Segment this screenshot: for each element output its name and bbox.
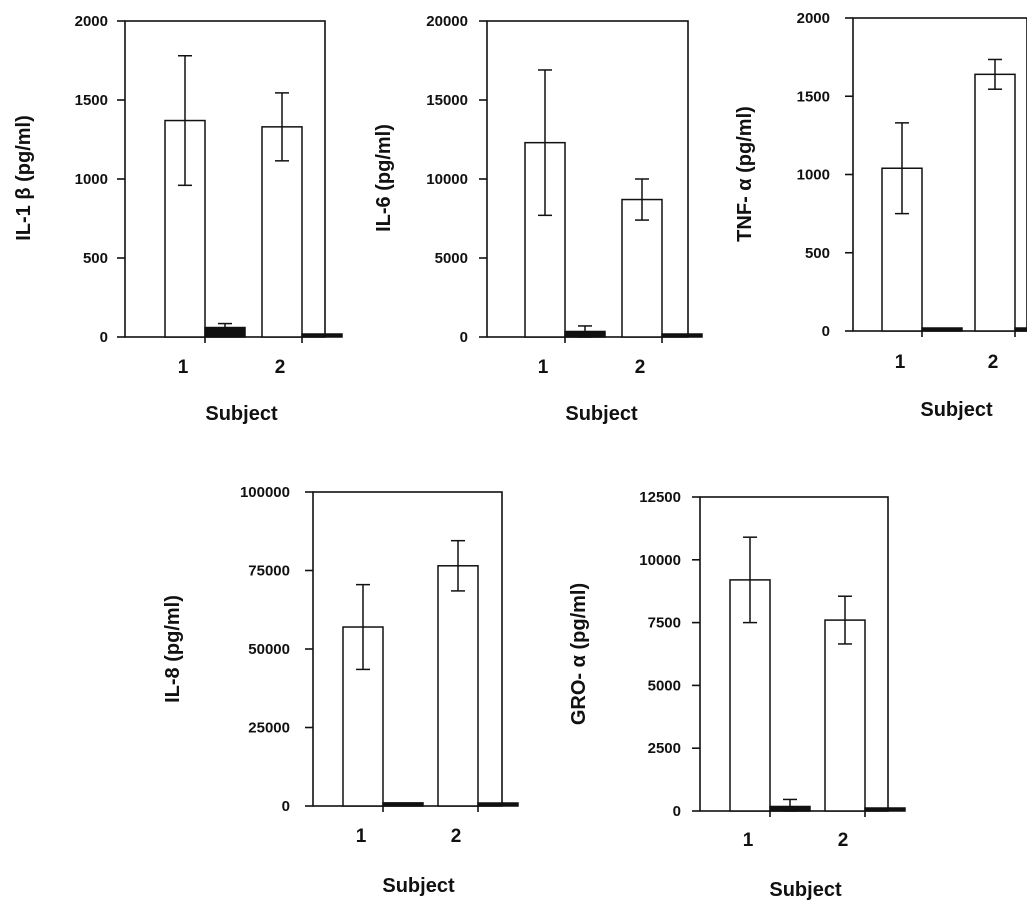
x-tick-label: 1 [895,352,906,373]
x-tick-label: 1 [178,357,189,378]
y-tick-label: 1500 [797,88,830,105]
open-bar-subject-2 [824,619,866,812]
filled-bar-subject-2 [661,333,703,338]
x-axis-title: Subject [920,399,993,421]
chart-panel-2: 0 5000 10000 15000 20000 1 2 Subject IL-6 (pg/ml… [373,13,703,425]
y-axis-title: IL-1 β (pg/ml) [13,115,35,241]
filled-bar-subject-2 [1014,327,1027,332]
open-bar-subject-2 [437,565,479,807]
x-axis-title: Subject [382,875,455,897]
y-axis-title: GRO- α (pg/ml) [568,583,590,725]
y-tick-label: 0 [100,329,108,346]
x-axis-title: Subject [769,879,842,901]
y-axis-title: IL-8 (pg/ml) [162,595,184,703]
y-tick-label: 100000 [240,484,290,501]
y-axis-title: IL-6 (pg/ml) [373,124,395,232]
y-tick-label: 1000 [797,167,830,184]
chart-panel-4: 0 25000 50000 75000 100000 1 2 Subject IL-8 (pg/… [162,484,519,897]
x-tick-label: 2 [988,352,999,373]
y-tick-label: 20000 [426,13,468,30]
x-tick-label: 1 [538,357,549,378]
y-tick-label: 1500 [75,92,108,109]
y-tick-label: 50000 [248,641,290,658]
x-tick-label: 2 [451,826,462,847]
y-tick-label: 75000 [248,563,290,580]
y-tick-label: 2000 [797,10,830,27]
y-tick-label: 5000 [435,250,468,267]
x-tick-label: 1 [743,830,754,851]
x-tick-label: 2 [275,357,286,378]
y-tick-label: 25000 [248,720,290,737]
y-tick-label: 0 [282,798,290,815]
x-tick-label: 1 [356,826,367,847]
y-tick-label: 2000 [75,13,108,30]
filled-bar-subject-1 [382,802,424,807]
x-axis-title: Subject [565,403,638,425]
x-tick-label: 2 [635,357,646,378]
open-bar-subject-2 [621,198,663,338]
y-tick-label: 5000 [648,677,681,694]
chart-panel-3: 0 500 1000 1500 2000 1 2 Subject TNF- α (pg/ml) [734,10,1027,421]
y-tick-label: 0 [822,323,830,340]
y-tick-label: 12500 [639,489,681,506]
chart-panel-1: 0 500 1000 1500 2000 1 2 Subject IL-1 β (pg/ml) [13,13,343,425]
filled-bar-subject-2 [301,333,343,338]
y-tick-label: 1000 [75,171,108,188]
filled-bar-subject-2 [864,807,906,812]
chart-panel-5: 0 2500 5000 7500 10000 12500 1 2 Subject GRO- α (… [568,489,906,901]
open-bar-subject-2 [261,126,303,338]
y-axis-title: TNF- α (pg/ml) [734,106,756,242]
filled-bar-subject-1 [921,327,963,332]
x-tick-label: 2 [838,830,849,851]
y-tick-label: 10000 [639,552,681,569]
y-tick-label: 10000 [426,171,468,188]
open-bar-subject-2 [974,73,1016,332]
y-tick-label: 15000 [426,92,468,109]
y-tick-label: 0 [673,803,681,820]
y-tick-label: 2500 [648,740,681,757]
y-tick-label: 0 [460,329,468,346]
filled-bar-subject-2 [477,802,519,807]
y-tick-label: 7500 [648,615,681,632]
x-axis-title: Subject [205,403,278,425]
y-tick-label: 500 [805,245,830,262]
y-tick-label: 500 [83,250,108,267]
